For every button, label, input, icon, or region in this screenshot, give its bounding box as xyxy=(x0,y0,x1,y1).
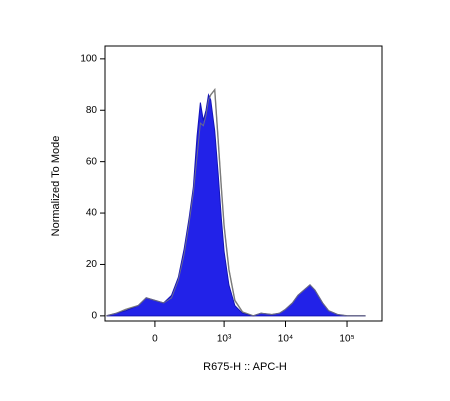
x-axis-title: R675-H :: APC-H xyxy=(203,361,287,373)
x-tick-label: 0 xyxy=(152,334,158,345)
y-tick-label: 20 xyxy=(86,259,98,270)
y-tick-label: 80 xyxy=(86,105,98,116)
y-tick-label: 0 xyxy=(91,311,97,322)
x-tick-label: 10⁵ xyxy=(339,334,354,345)
y-tick-label: 60 xyxy=(86,156,98,167)
x-tick-label: 10⁴ xyxy=(278,334,293,345)
y-tick-label: 40 xyxy=(86,208,98,219)
plot-frame xyxy=(104,45,383,322)
y-tick-label: 100 xyxy=(80,53,97,64)
histogram-outline xyxy=(106,88,366,317)
histogram-line xyxy=(106,87,366,317)
y-axis-title: Normalized To Mode xyxy=(50,136,62,237)
x-tick-label: 10³ xyxy=(217,334,232,345)
histogram-area xyxy=(106,93,366,317)
